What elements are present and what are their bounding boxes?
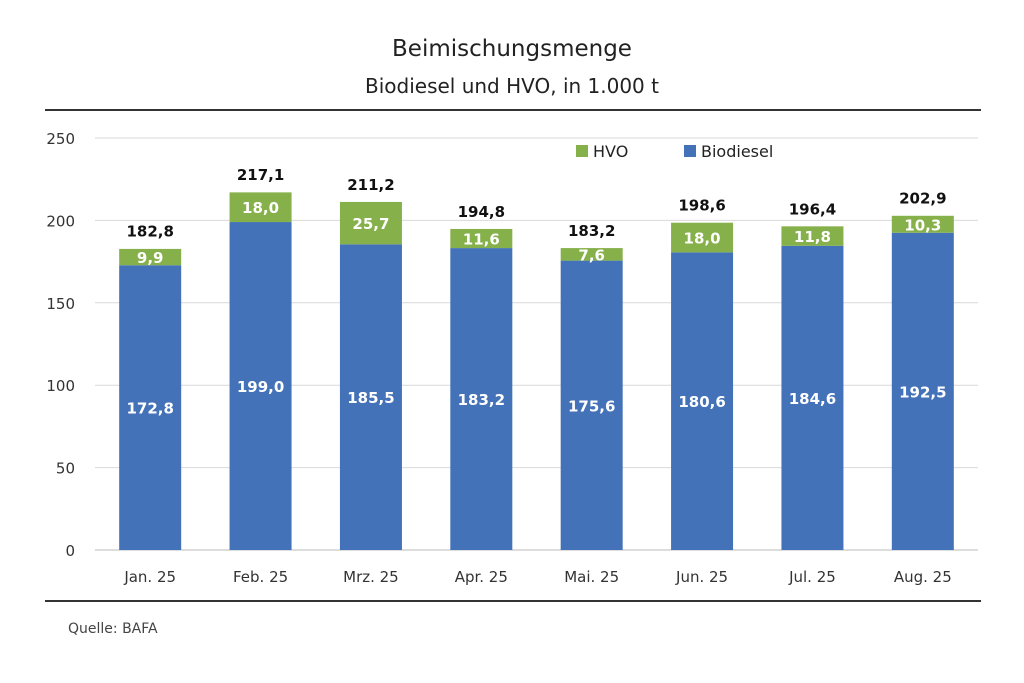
total-label: 202,9 (899, 190, 946, 208)
bar-hvo (560, 248, 623, 261)
data-label-biodiesel: 192,5 (899, 383, 946, 401)
data-label-hvo: 10,3 (904, 216, 941, 234)
total-label: 211,2 (347, 176, 394, 194)
chart-title: Beimischungsmenge (392, 36, 632, 62)
y-tick-label: 150 (46, 295, 75, 313)
bar-hvo (781, 226, 844, 246)
x-tick-label: Mai. 25 (564, 568, 619, 586)
bar-biodiesel (339, 244, 402, 550)
total-label: 198,6 (678, 197, 725, 215)
y-tick-label: 200 (46, 212, 75, 230)
y-tick-label: 100 (46, 377, 75, 395)
data-label-hvo: 11,6 (463, 231, 500, 249)
bar-hvo (450, 228, 513, 249)
y-tick-label: 250 (46, 130, 75, 148)
total-label: 217,1 (237, 166, 284, 184)
bar-hvo (229, 192, 292, 223)
source-note: Quelle: BAFA (68, 621, 158, 637)
bar-biodiesel (450, 248, 513, 550)
total-label: 196,4 (789, 200, 836, 218)
data-label-hvo: 18,0 (242, 199, 279, 217)
y-tick-label: 50 (56, 460, 75, 478)
data-label-biodiesel: 172,8 (126, 400, 173, 418)
bar-biodiesel (671, 252, 734, 550)
x-tick-label: Jan. 25 (123, 568, 176, 586)
x-tick-label: Jun. 25 (675, 568, 728, 586)
bar-biodiesel (119, 265, 182, 550)
data-label-biodiesel: 199,0 (237, 378, 284, 396)
chart-subtitle: Biodiesel und HVO, in 1.000 t (365, 74, 659, 98)
data-label-biodiesel: 175,6 (568, 397, 615, 415)
data-label-biodiesel: 180,6 (678, 393, 725, 411)
total-label: 194,8 (458, 203, 505, 221)
total-label: 183,2 (568, 222, 615, 240)
x-tick-label: Apr. 25 (455, 568, 508, 586)
data-label-hvo: 7,6 (578, 246, 605, 264)
x-tick-label: Aug. 25 (894, 568, 952, 586)
bar-biodiesel (781, 245, 844, 550)
data-label-hvo: 9,9 (137, 249, 164, 267)
legend-label-hvo: HVO (593, 142, 628, 161)
total-label: 182,8 (126, 223, 173, 241)
legend-label-biodiesel: Biodiesel (701, 142, 773, 161)
bottom-rule (45, 600, 981, 602)
bar-hvo (119, 248, 182, 266)
x-tick-label: Mrz. 25 (343, 568, 399, 586)
data-label-biodiesel: 183,2 (458, 391, 505, 409)
bar-hvo (339, 201, 402, 245)
x-tick-label: Feb. 25 (233, 568, 288, 586)
bar-hvo (671, 222, 734, 253)
bar-hvo (891, 215, 954, 233)
data-label-hvo: 11,8 (794, 228, 831, 246)
bar-biodiesel (891, 232, 954, 550)
data-label-biodiesel: 184,6 (789, 390, 836, 408)
top-rule (45, 109, 981, 111)
y-tick-label: 0 (65, 542, 75, 560)
data-label-hvo: 18,0 (684, 230, 721, 248)
legend-swatch-hvo (576, 145, 588, 157)
data-label-hvo: 25,7 (352, 215, 389, 233)
bar-biodiesel (560, 260, 623, 550)
data-label-biodiesel: 185,5 (347, 389, 394, 407)
bar-biodiesel (229, 222, 292, 550)
legend-swatch-biodiesel (684, 145, 696, 157)
x-tick-label: Jul. 25 (788, 568, 836, 586)
